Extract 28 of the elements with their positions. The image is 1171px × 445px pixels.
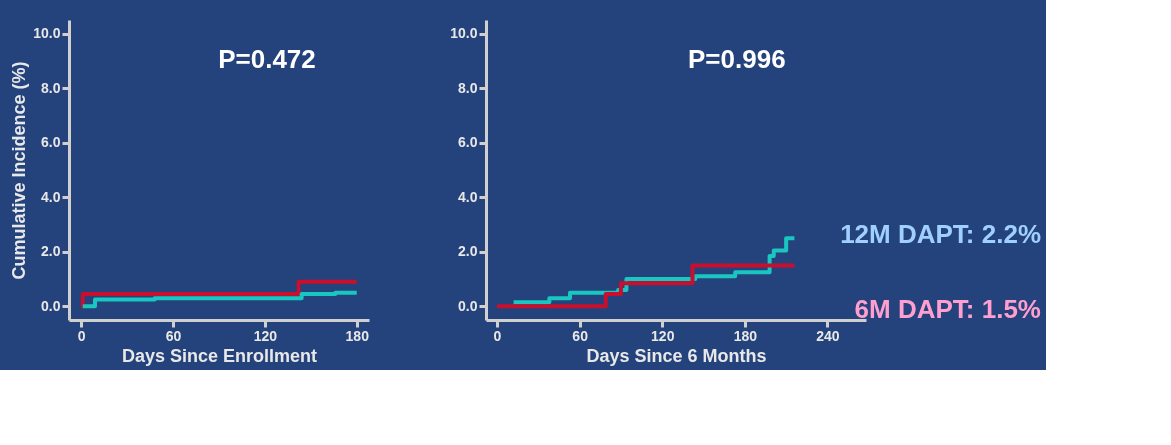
x-tick-label: 60: [572, 327, 589, 344]
y-tick-label: 2.0: [458, 243, 478, 260]
x-axis-title: Days Since Enrollment: [121, 345, 318, 366]
x-tick-label: 240: [816, 327, 840, 344]
x-axis-title: Days Since 6 Months: [586, 345, 767, 366]
y-tick-label: 4.0: [41, 188, 61, 205]
y-tick-label: 2.0: [41, 243, 61, 260]
annotation: P=0.996: [688, 44, 786, 74]
y-tick-label: 8.0: [41, 79, 61, 96]
series-label: 12M DAPT: 2.2%: [840, 219, 1041, 249]
x-tick-label: 60: [165, 327, 182, 344]
y-tick-label: 10.0: [33, 25, 61, 42]
annotation: P=0.472: [218, 44, 316, 74]
y-tick-label: 6.0: [458, 134, 478, 151]
y-tick-label: 8.0: [458, 79, 478, 96]
x-tick-label: 0: [77, 327, 86, 344]
x-tick-label: 180: [345, 327, 370, 344]
x-tick-label: 0: [493, 327, 502, 344]
y-tick-label: 6.0: [41, 134, 61, 151]
x-tick-label: 120: [651, 327, 675, 344]
x-tick-label: 180: [733, 327, 758, 344]
y-axis-title: Cumulative Incidence (%): [9, 61, 30, 280]
y-tick-label: 0.0: [458, 297, 478, 314]
y-tick-label: 4.0: [458, 188, 478, 205]
x-tick-label: 120: [253, 327, 278, 344]
text: 6M DAPT: 1.5%: [854, 294, 1041, 324]
y-tick-label: 10.0: [450, 25, 478, 42]
y-tick-label: 0.0: [41, 297, 61, 314]
